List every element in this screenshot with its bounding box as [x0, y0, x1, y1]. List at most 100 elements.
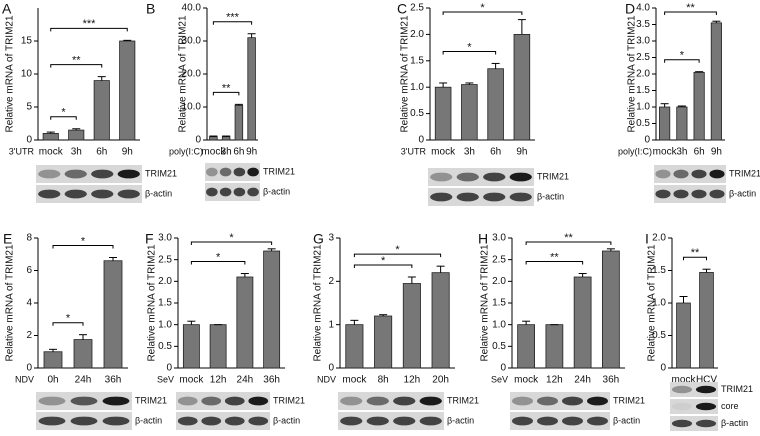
blot-band	[509, 192, 532, 202]
blot-band	[587, 396, 608, 406]
significance-bracket	[190, 241, 273, 245]
blot-band	[247, 187, 259, 197]
blot-strip	[428, 188, 534, 206]
x-tick-label: mock	[672, 375, 697, 386]
blot-band	[177, 396, 198, 406]
blot-band	[38, 169, 61, 179]
y-tick-label: 0	[26, 135, 32, 146]
bar	[247, 37, 256, 141]
y-tick-label: 0	[195, 135, 201, 146]
bar	[545, 324, 564, 369]
significance-bracket	[525, 261, 584, 265]
blot-band	[691, 169, 707, 179]
blot-label: β-actin	[721, 418, 748, 428]
panel-label: C	[397, 1, 407, 17]
blot-band	[655, 169, 671, 179]
x-tick-label: mock	[514, 375, 539, 386]
blot-band	[393, 396, 416, 406]
blot-band	[393, 416, 416, 426]
significance-bracket	[525, 241, 612, 245]
bar	[236, 276, 254, 369]
bar	[42, 132, 59, 141]
bar	[182, 324, 200, 369]
blot-band	[562, 416, 583, 426]
blot-strip	[428, 168, 534, 186]
bar	[487, 68, 504, 141]
x-tick-label: 0h	[47, 375, 58, 386]
y-tick-label: 15	[21, 36, 33, 47]
y-axis-label: Relative mRNA of TRIM21	[480, 244, 491, 362]
bar	[693, 71, 705, 141]
blot-band	[456, 172, 479, 182]
y-axis-label: Relative mRNA of TRIM21	[400, 15, 411, 133]
treatment-label: SeV	[491, 374, 508, 384]
bar	[43, 351, 63, 369]
y-tick-label: 3.0	[158, 233, 172, 244]
significance-label: *	[480, 2, 485, 14]
significance-bracket	[212, 91, 240, 96]
y-tick-label: 2.0	[410, 29, 424, 40]
x-tick-label: 36h	[603, 375, 620, 386]
blot-band	[224, 396, 245, 406]
blot-band	[201, 416, 222, 426]
blot-band	[695, 419, 717, 428]
blot-band	[430, 172, 453, 182]
significance-bracket	[442, 11, 523, 15]
x-tick-label: 3h	[676, 147, 687, 158]
x-tick-label: 6h	[694, 147, 705, 158]
y-tick-label: 1.5	[652, 265, 666, 276]
blot-band	[219, 187, 232, 197]
blot-strip	[176, 412, 270, 430]
blot-band	[673, 189, 689, 199]
x-tick-label: 9h	[246, 147, 257, 158]
blot-label: β-actin	[613, 415, 640, 425]
blot-band	[537, 396, 558, 406]
blot-band	[655, 189, 671, 199]
x-tick-label: 3h	[71, 147, 82, 158]
bar	[517, 324, 536, 369]
blot-band	[102, 416, 130, 426]
y-tick-label: 1.0	[492, 319, 506, 330]
blot-band	[70, 416, 98, 426]
significance-bracket	[50, 27, 128, 32]
y-axis-label: Relative mRNA of TRIM21	[178, 15, 189, 133]
treatment-label: SeV	[157, 374, 174, 384]
significance-label: **	[691, 247, 700, 259]
blot-strip	[654, 165, 726, 183]
significance-label: *	[395, 244, 400, 256]
blot-label: TRIM21	[537, 171, 569, 181]
blot-band	[117, 169, 140, 179]
significance-label: *	[680, 50, 685, 62]
significance-bracket	[50, 64, 103, 68]
y-tick-label: 3.0	[636, 36, 650, 47]
blot-label: β-actin	[145, 188, 172, 198]
y-axis-label: Relative mRNA of TRIM21	[5, 15, 16, 133]
blot-label: β-actin	[263, 186, 290, 196]
y-tick-label: 1.0	[410, 82, 424, 93]
blot-band	[483, 172, 506, 182]
blot-band	[709, 169, 725, 179]
blot-band	[709, 189, 725, 199]
y-tick-label: 0	[418, 135, 424, 146]
y-tick-label: 1.5	[492, 298, 506, 309]
blot-band	[671, 385, 693, 394]
y-tick-label: 2.0	[492, 276, 506, 287]
x-tick-label: mock	[342, 375, 367, 386]
y-tick-label: 0.5	[652, 330, 666, 341]
blot-band	[430, 192, 453, 202]
blot-strip	[670, 416, 718, 431]
blot-band	[691, 189, 707, 199]
blot-band	[91, 169, 114, 179]
blot-band	[340, 416, 363, 426]
significance-bracket	[353, 253, 442, 258]
x-tick-label: mock	[179, 375, 204, 386]
panel-label: B	[146, 1, 155, 17]
bar	[573, 276, 592, 369]
blot-strip	[654, 185, 726, 203]
blot-label: TRIM21	[135, 395, 167, 405]
y-tick-label: 0	[660, 363, 666, 374]
x-tick-label: 8h	[378, 375, 389, 386]
blot-label: β-actin	[273, 415, 300, 425]
x-tick-label: 24h	[237, 375, 254, 386]
blot-label: TRIM21	[729, 168, 760, 178]
